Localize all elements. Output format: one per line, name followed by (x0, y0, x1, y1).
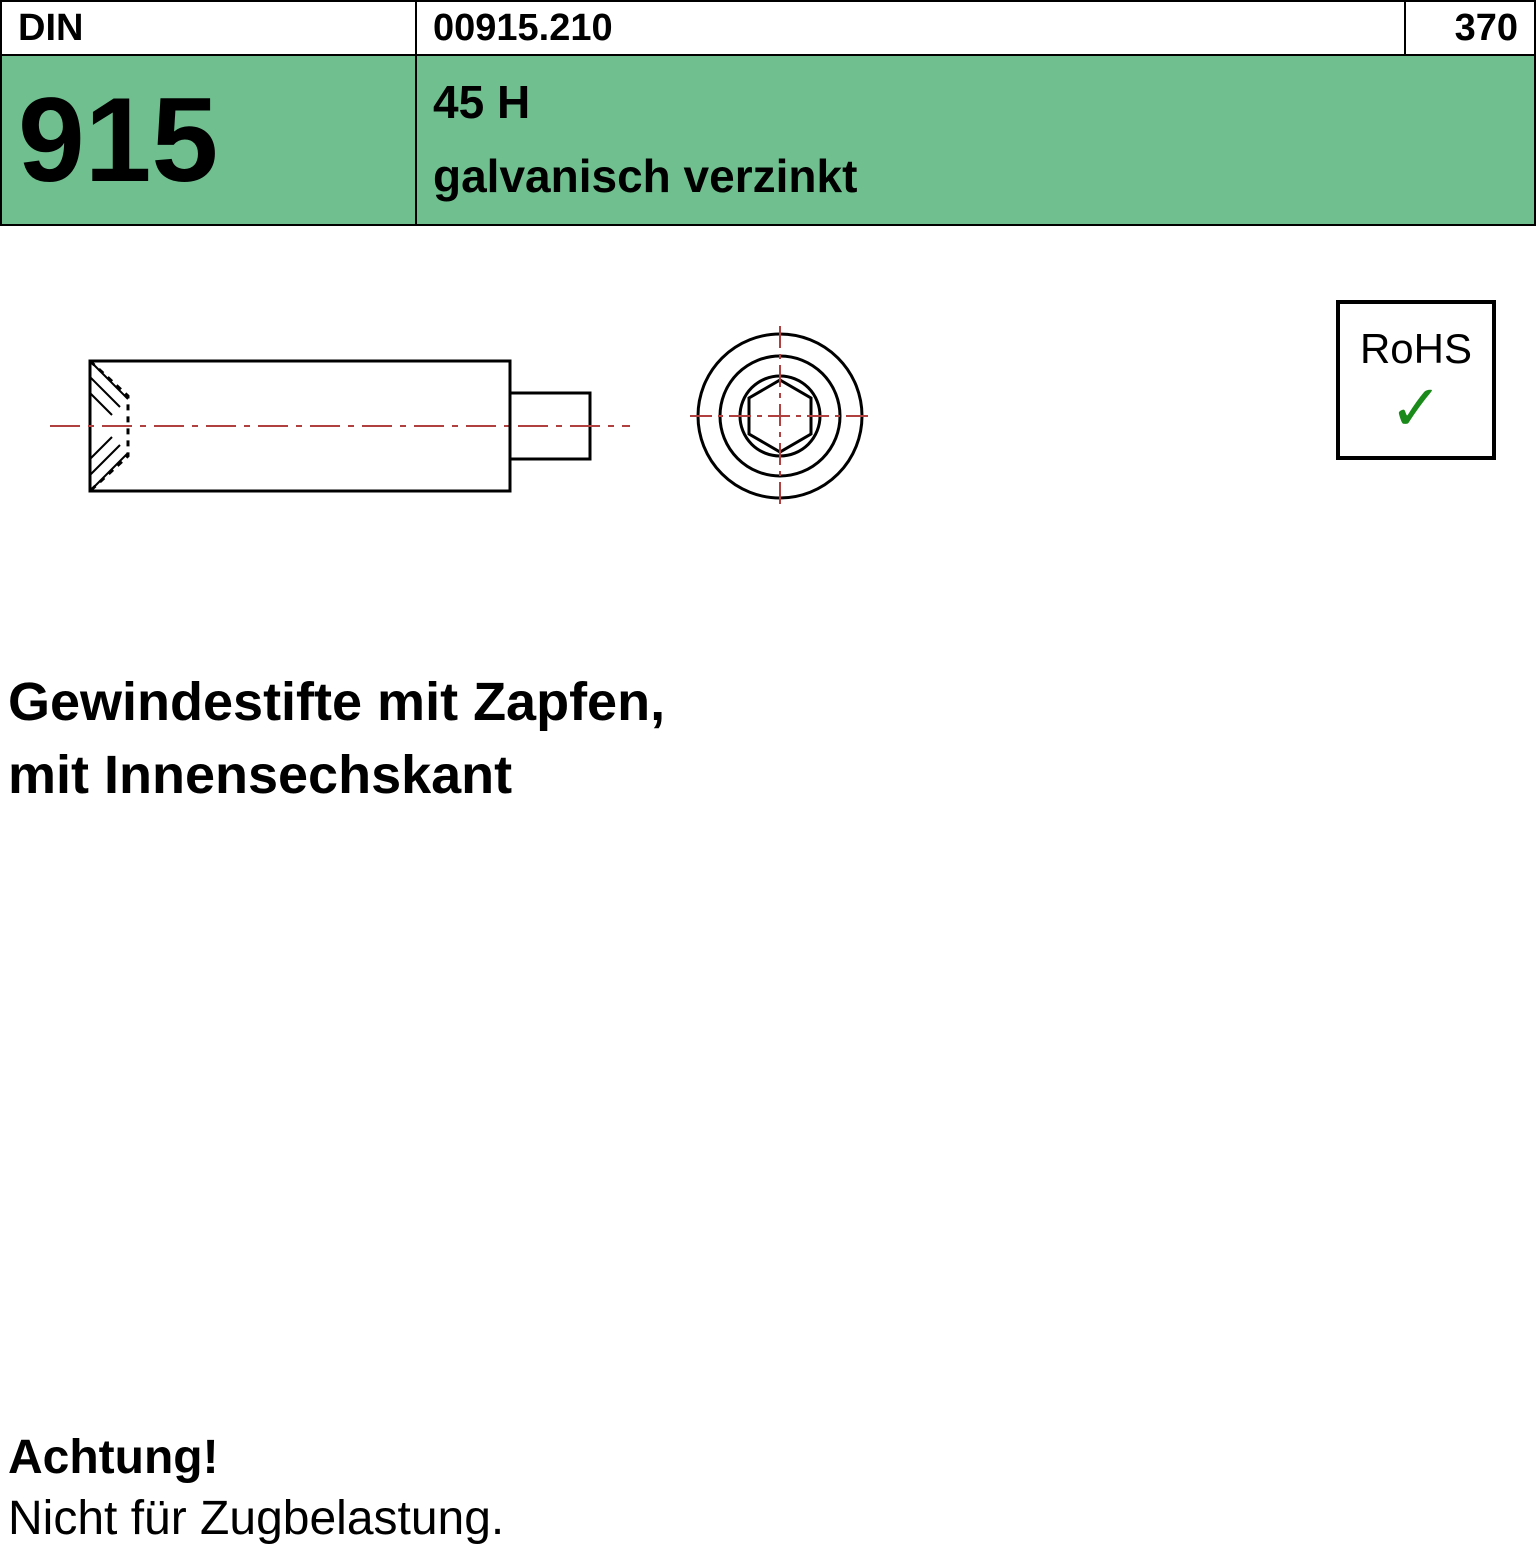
rohs-badge: RoHS ✓ (1336, 300, 1496, 460)
rohs-label: RoHS (1360, 325, 1472, 373)
warning-text: Nicht für Zugbelastung. (8, 1491, 504, 1546)
header-page-number: 370 (1405, 1, 1535, 55)
header-din-label: DIN (1, 1, 416, 55)
technical-drawing (0, 296, 1536, 556)
header-table: DIN 00915.210 370 915 45 H galvanisch ve… (0, 0, 1536, 226)
surface-finish: galvanisch verzinkt (433, 140, 1518, 214)
description-line-1: Gewindestifte mit Zapfen, (8, 666, 1536, 739)
strength-class: 45 H (433, 66, 1518, 140)
material-finish-cell: 45 H galvanisch verzinkt (416, 55, 1535, 225)
din-number: 915 (18, 80, 399, 200)
din-number-cell: 915 (1, 55, 416, 225)
warning-block: Achtung! Nicht für Zugbelastung. (8, 1430, 504, 1546)
end-view-drawing (670, 306, 890, 526)
header-article-code: 00915.210 (416, 1, 1405, 55)
side-view-drawing (30, 316, 650, 536)
product-description: Gewindestifte mit Zapfen, mit Innensechs… (0, 666, 1536, 812)
check-icon: ✓ (1389, 383, 1443, 434)
warning-title: Achtung! (8, 1430, 504, 1485)
description-line-2: mit Innensechskant (8, 739, 1536, 812)
